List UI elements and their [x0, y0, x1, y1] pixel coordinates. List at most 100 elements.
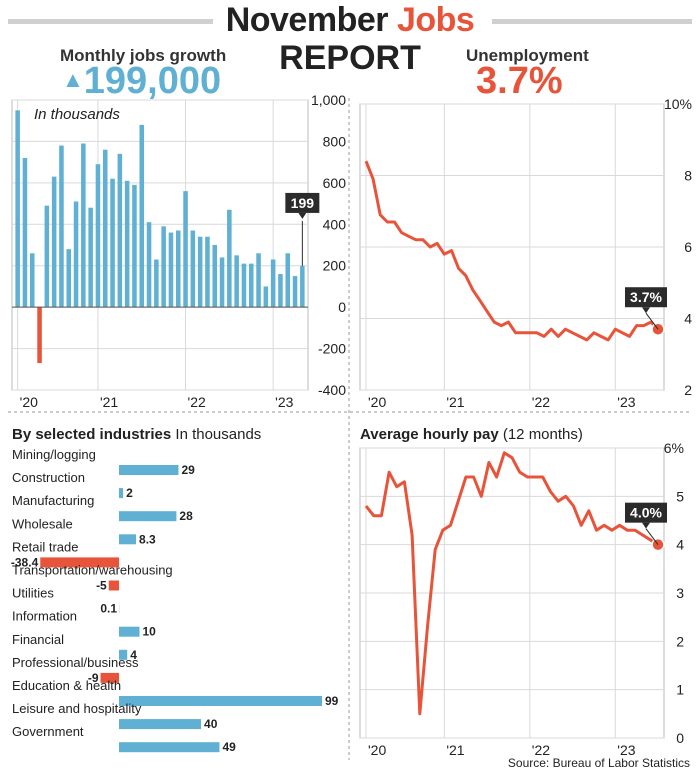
jobs-bar	[227, 209, 232, 308]
unemployment-kpi-value: 3.7%	[476, 60, 563, 102]
industry-bar	[119, 626, 140, 637]
jobs-bar	[139, 124, 145, 308]
industry-value-label: 99	[325, 694, 339, 708]
industry-label: Government	[12, 724, 84, 739]
jobs-bar	[197, 236, 203, 308]
industry-label: Financial	[12, 632, 64, 647]
hourly-pay-header: Average hourly pay (12 months)	[360, 426, 583, 443]
jobs-ytick-label: 0	[338, 299, 346, 315]
jobs-bar	[88, 207, 93, 308]
industries-header: By selected industries In thousands	[12, 426, 261, 443]
jobs-bar	[59, 145, 64, 308]
title-rule-left	[8, 19, 213, 24]
jobs-bar	[256, 253, 261, 308]
industry-label: Leisure and hospitality	[12, 701, 142, 716]
jobs-xtick-label: '22	[188, 394, 206, 410]
jobs-bar	[102, 149, 108, 308]
industry-label: Mining/logging	[12, 447, 96, 462]
industry-value-label: 49	[222, 740, 236, 754]
jobs-bar	[270, 259, 276, 308]
unemployment-chart: 10% 8 6 4 2 '20 '21 '22 '23 3.7%	[359, 96, 692, 410]
industry-bar	[119, 534, 137, 545]
unemp-ytick-label: 8	[684, 168, 692, 184]
jobs-bar	[292, 276, 298, 308]
jobs-bar	[81, 143, 86, 308]
jobs-bar	[219, 257, 225, 308]
jobs-bar	[285, 253, 291, 308]
unemp-ytick-label: 4	[684, 311, 692, 327]
industry-bar	[119, 511, 177, 522]
pay-callout-leader	[645, 528, 659, 545]
jobs-ytick-label: 1,000	[311, 92, 346, 108]
jobs-bar	[44, 205, 50, 308]
pay-ytick-label: 5	[676, 488, 684, 504]
jobs-kpi-label: Monthly jobs growth	[60, 46, 227, 65]
industry-value-label: 8.3	[139, 532, 156, 546]
panel-dividers	[8, 98, 692, 760]
pay-callout-pointer	[642, 522, 650, 529]
page-title: November Jobs	[0, 0, 700, 40]
industry-bar	[119, 719, 202, 730]
pay-xtick-label: '20	[368, 742, 386, 758]
industry-value-label: 10	[143, 625, 157, 639]
jobs-bar	[300, 265, 305, 308]
unemployment-kpi-label: Unemployment	[466, 46, 589, 65]
hourly-pay-chart: 6% 5 4 3 2 1 0 '20 '21 '22 '23 4.0%	[359, 440, 684, 758]
jobs-bar	[190, 230, 196, 308]
unemp-xtick-label: '21	[446, 394, 464, 410]
hourly-pay-subtitle: (12 months)	[502, 426, 583, 443]
pay-xtick-label: '21	[446, 742, 464, 758]
unemp-callout-text: 3.7%	[630, 289, 662, 305]
unemp-callout-leader	[645, 312, 659, 330]
jobs-kpi-value: ▲199,000	[62, 60, 221, 103]
industry-label: Construction	[12, 470, 85, 485]
industry-value-label: 28	[179, 509, 193, 523]
jobs-bar	[241, 263, 247, 308]
jobs-bar	[175, 230, 181, 308]
unemp-xtick-label: '20	[368, 394, 386, 410]
industry-label: Professional/business	[12, 655, 139, 670]
industry-value-label: 40	[204, 717, 218, 731]
industry-label: Wholesale	[12, 516, 73, 531]
jobs-bar	[161, 226, 166, 308]
jobs-kpi-number: 199,000	[83, 60, 222, 102]
unemp-ytick-label: 6	[684, 239, 692, 255]
pay-callout-box	[625, 502, 667, 523]
jobs-bar	[234, 255, 239, 308]
jobs-bar	[73, 201, 79, 308]
industry-label: Transportation/warehousing	[12, 563, 173, 578]
unemp-xtick-label: '22	[532, 394, 550, 410]
industry-label: Information	[12, 609, 77, 624]
industry-value-label: -9	[88, 671, 99, 685]
jobs-bar	[22, 158, 28, 308]
jobs-ytick-label: -200	[318, 341, 346, 357]
jobs-bar	[212, 245, 218, 308]
industry-bar	[40, 557, 119, 568]
pay-ytick-label: 1	[676, 682, 684, 698]
jobs-ytick-label: 600	[323, 175, 347, 191]
industry-value-label: 4	[130, 648, 137, 662]
jobs-annotation: In thousands	[34, 106, 120, 123]
unemp-callout-pointer	[642, 307, 650, 314]
jobs-bar	[205, 236, 210, 308]
jobs-bar	[29, 253, 35, 308]
jobs-xtick-label: '20	[20, 394, 38, 410]
jobs-bar	[278, 274, 283, 308]
industry-value-label: -5	[96, 579, 107, 593]
unemp-ytick-label: 10%	[664, 96, 692, 112]
up-arrow-icon: ▲	[62, 67, 84, 92]
pay-ytick-label: 0	[676, 730, 684, 746]
unemp-xtick-label: '23	[617, 394, 635, 410]
industry-bar	[119, 742, 220, 753]
unemp-ytick-label: 2	[684, 382, 692, 398]
hourly-pay-title: Average hourly pay	[360, 426, 499, 443]
title-part1: November	[225, 1, 397, 39]
industry-value-label: 2	[126, 486, 133, 500]
industries-title: By selected industries	[12, 426, 172, 443]
industry-bar	[119, 488, 124, 499]
industry-bar	[119, 465, 179, 475]
industry-bar	[100, 672, 119, 683]
industries-subtitle: In thousands	[175, 426, 262, 443]
title-rule-right	[492, 19, 692, 24]
